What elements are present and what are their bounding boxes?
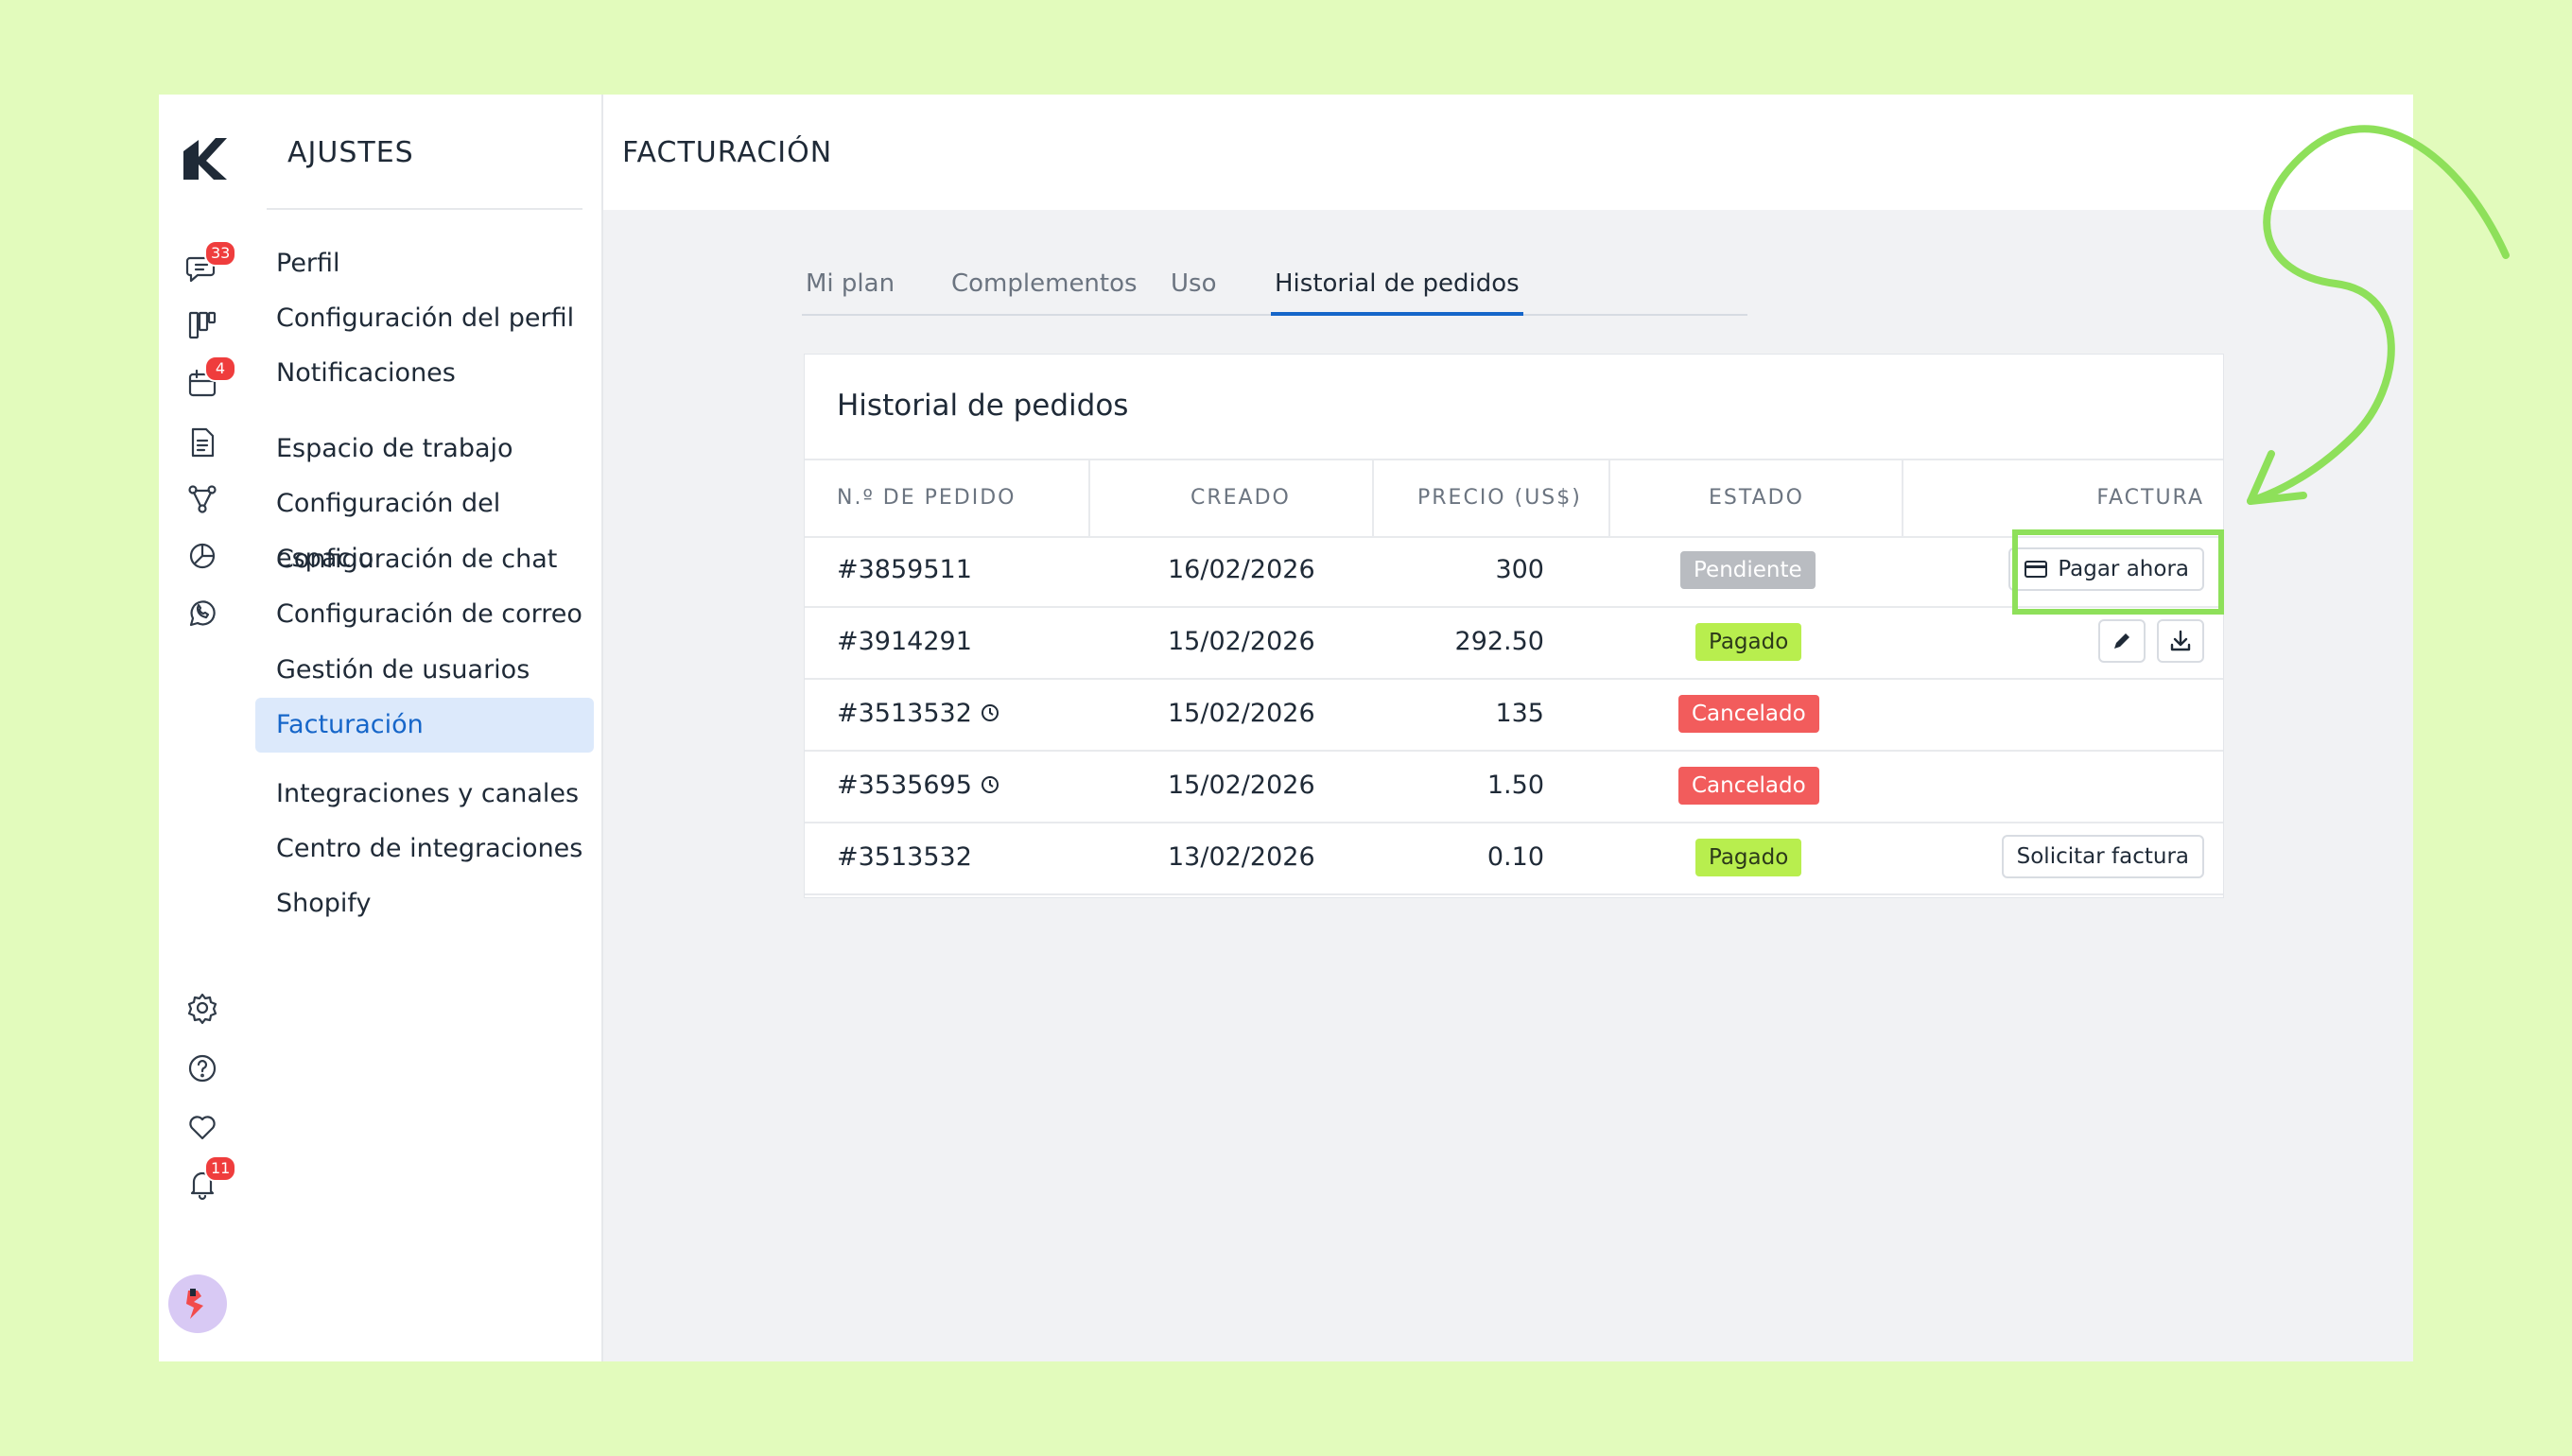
edit-button[interactable] bbox=[2098, 619, 2146, 663]
nav-item-notificaciones[interactable]: Notificaciones bbox=[276, 358, 456, 388]
chat-badge: 33 bbox=[204, 240, 237, 267]
table-header: N.º DE PEDIDO CREADO PRECIO (US$) ESTADO… bbox=[805, 459, 2223, 538]
settings-title: AJUSTES bbox=[287, 136, 414, 169]
divider bbox=[1088, 460, 1090, 536]
nav-item-shopify[interactable]: Shopify bbox=[276, 889, 372, 918]
annotation-arrow bbox=[2247, 125, 2510, 505]
order-price: 0.10 bbox=[1486, 842, 1544, 872]
board-icon[interactable] bbox=[180, 303, 225, 348]
table-row: #3535695 15/02/2026 1.50 Cancelado bbox=[805, 750, 2223, 823]
nav-item-facturacion[interactable]: Facturación bbox=[255, 698, 594, 753]
order-id: #3859511 bbox=[837, 555, 972, 584]
column-created: CREADO bbox=[1190, 486, 1291, 510]
settings-nav: AJUSTES Perfil Configuración del perfil … bbox=[248, 95, 603, 1361]
divider bbox=[1372, 460, 1374, 536]
column-status: ESTADO bbox=[1709, 486, 1804, 510]
calendar-badge: 4 bbox=[204, 355, 236, 382]
order-id: #3513532 bbox=[837, 842, 972, 872]
order-price: 135 bbox=[1495, 699, 1544, 728]
pay-now-button[interactable]: Pagar ahora bbox=[2008, 547, 2204, 591]
status-badge: Cancelado bbox=[1678, 695, 1819, 733]
nav-item-configuracion-perfil[interactable]: Configuración del perfil bbox=[276, 303, 575, 333]
order-id-cell: #3535695 bbox=[837, 750, 1000, 822]
page-title: FACTURACIÓN bbox=[622, 136, 833, 169]
heart-icon[interactable] bbox=[180, 1104, 225, 1150]
order-id: #3535695 bbox=[837, 771, 972, 800]
nav-item-configuracion-espacio[interactable]: Configuración del espacio bbox=[276, 489, 501, 573]
status-badge: Cancelado bbox=[1678, 767, 1819, 805]
calendar-icon[interactable]: 4 bbox=[180, 355, 236, 407]
help-icon[interactable] bbox=[180, 1046, 225, 1091]
tab-uso[interactable]: Uso bbox=[1171, 269, 1217, 298]
highlight-box bbox=[2012, 529, 2224, 615]
nav-item-perfil[interactable]: Perfil bbox=[276, 249, 340, 278]
tab-historial-pedidos[interactable]: Historial de pedidos bbox=[1271, 255, 1523, 316]
order-price: 1.50 bbox=[1486, 771, 1544, 800]
flow-icon[interactable] bbox=[180, 477, 225, 522]
nav-item-gestion-usuarios[interactable]: Gestión de usuarios bbox=[276, 655, 530, 685]
status-badge: Pagado bbox=[1695, 623, 1802, 661]
divider bbox=[267, 208, 582, 210]
download-icon bbox=[2170, 630, 2191, 651]
tab-complementos[interactable]: Complementos bbox=[951, 269, 1138, 298]
chat-icon[interactable]: 33 bbox=[180, 240, 237, 291]
app-window: 33 4 11 bbox=[159, 95, 2413, 1361]
orders-title: Historial de pedidos bbox=[837, 389, 1129, 423]
nav-item-configuracion-correo[interactable]: Configuración de correo bbox=[276, 599, 582, 629]
order-date: 15/02/2026 bbox=[1168, 627, 1315, 656]
page-header: FACTURACIÓN bbox=[603, 95, 2413, 210]
order-price: 300 bbox=[1495, 555, 1544, 584]
refund-clock-icon bbox=[981, 776, 999, 793]
pencil-icon bbox=[2114, 633, 2129, 649]
table-row: #3513532 13/02/2026 0.10 Pagado Solicita… bbox=[805, 822, 2223, 895]
icon-rail: 33 4 11 bbox=[159, 95, 250, 1361]
table-row: #3859511 16/02/2026 300 Pendiente Pagar … bbox=[805, 534, 2223, 608]
divider bbox=[1608, 460, 1610, 536]
order-id: #3513532 bbox=[837, 699, 972, 728]
tab-mi-plan[interactable]: Mi plan bbox=[806, 269, 895, 298]
tab-bar: Mi plan Complementos Uso Historial de pe… bbox=[802, 255, 1747, 316]
settings-icon[interactable] bbox=[180, 985, 225, 1031]
divider bbox=[1902, 460, 1903, 536]
pay-now-label: Pagar ahora bbox=[2058, 557, 2189, 581]
status-badge: Pagado bbox=[1695, 839, 1802, 876]
nav-item-espacio-trabajo[interactable]: Espacio de trabajo bbox=[276, 434, 513, 463]
table-row: #3914291 15/02/2026 292.50 Pagado bbox=[805, 606, 2223, 680]
order-date: 15/02/2026 bbox=[1168, 771, 1315, 800]
column-invoice: FACTURA bbox=[2096, 486, 2204, 510]
order-date: 15/02/2026 bbox=[1168, 699, 1315, 728]
download-button[interactable] bbox=[2157, 619, 2204, 663]
avatar[interactable] bbox=[168, 1274, 227, 1333]
order-date: 16/02/2026 bbox=[1168, 555, 1315, 584]
notifications-badge: 11 bbox=[204, 1155, 237, 1182]
credit-card-icon bbox=[2025, 561, 2048, 578]
request-invoice-button[interactable]: Solicitar factura bbox=[2001, 835, 2204, 878]
bell-icon[interactable]: 11 bbox=[180, 1155, 237, 1206]
nav-item-integraciones-canales[interactable]: Integraciones y canales bbox=[276, 779, 580, 808]
order-date: 13/02/2026 bbox=[1168, 842, 1315, 872]
order-id: #3914291 bbox=[837, 627, 972, 656]
orders-card: Historial de pedidos N.º DE PEDIDO CREAD… bbox=[804, 354, 2224, 898]
status-badge: Pendiente bbox=[1680, 551, 1816, 589]
column-order-no: N.º DE PEDIDO bbox=[837, 486, 1017, 510]
document-icon[interactable] bbox=[180, 420, 225, 465]
table-row: #3513532 15/02/2026 135 Cancelado bbox=[805, 678, 2223, 752]
nav-item-configuracion-chat[interactable]: Configuración de chat bbox=[276, 545, 558, 574]
nav-item-centro-integraciones[interactable]: Centro de integraciones bbox=[276, 834, 583, 863]
whatsapp-icon[interactable] bbox=[180, 590, 225, 635]
order-price: 292.50 bbox=[1454, 627, 1544, 656]
analytics-icon[interactable] bbox=[180, 533, 225, 579]
order-id-cell: #3513532 bbox=[837, 678, 1000, 750]
column-price: PRECIO (US$) bbox=[1417, 486, 1582, 510]
refund-clock-icon bbox=[981, 704, 999, 721]
app-logo[interactable] bbox=[178, 132, 231, 183]
